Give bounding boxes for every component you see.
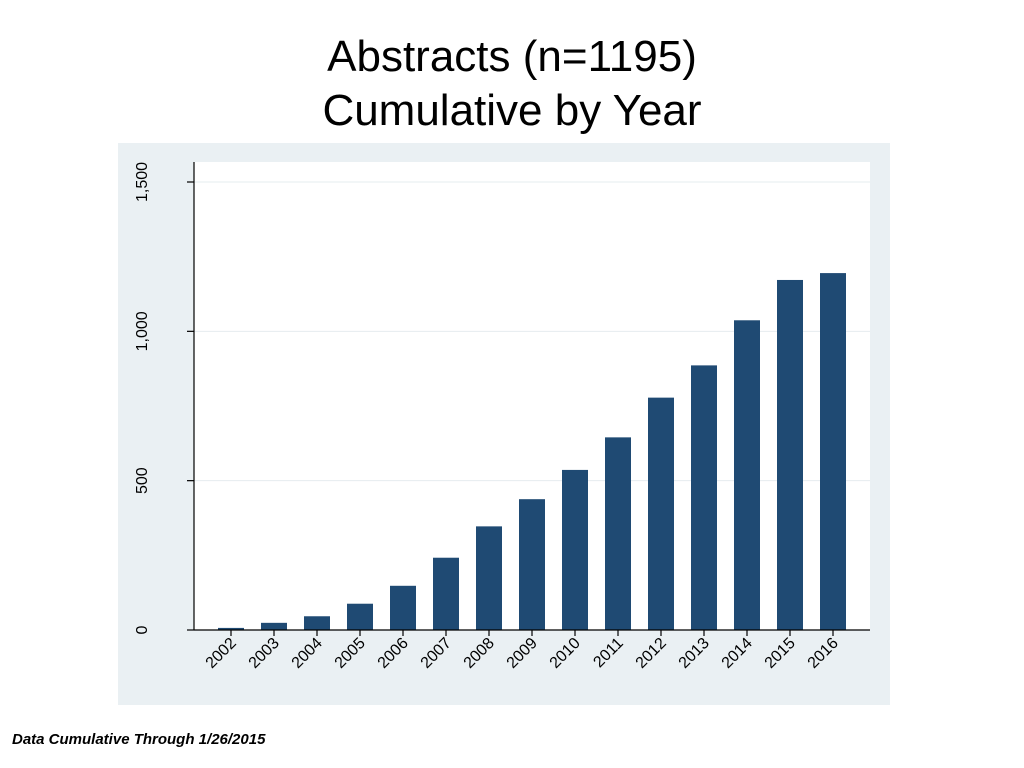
bar-2012	[648, 397, 674, 630]
bar-2006	[390, 585, 416, 630]
y-axis-ticks: 0 500 1,000 1,500	[134, 162, 194, 634]
bar-2007	[433, 557, 459, 630]
chart-title-line-1: Abstracts (n=1195)	[327, 32, 697, 81]
footnote: Data Cumulative Through 1/26/2015	[12, 731, 266, 748]
bar-2013	[691, 365, 717, 630]
bar-2011	[605, 437, 631, 630]
y-tick-label: 0	[134, 625, 151, 634]
bar-2002	[218, 627, 244, 630]
y-tick-label: 500	[134, 467, 151, 494]
chart-title-line-2: Cumulative by Year	[322, 86, 702, 135]
bar-2003	[261, 622, 287, 630]
bar-2010	[562, 469, 588, 630]
bar-2008	[476, 526, 502, 630]
bar-2004	[304, 616, 330, 630]
bar-2014	[734, 320, 760, 630]
bar-2016	[820, 273, 846, 630]
bar-2015	[777, 279, 803, 630]
y-tick-label: 1,500	[134, 162, 151, 202]
bars	[218, 273, 846, 630]
y-tick-label: 1,000	[134, 311, 151, 351]
bar-2005	[347, 603, 373, 630]
bar-2009	[519, 499, 545, 630]
